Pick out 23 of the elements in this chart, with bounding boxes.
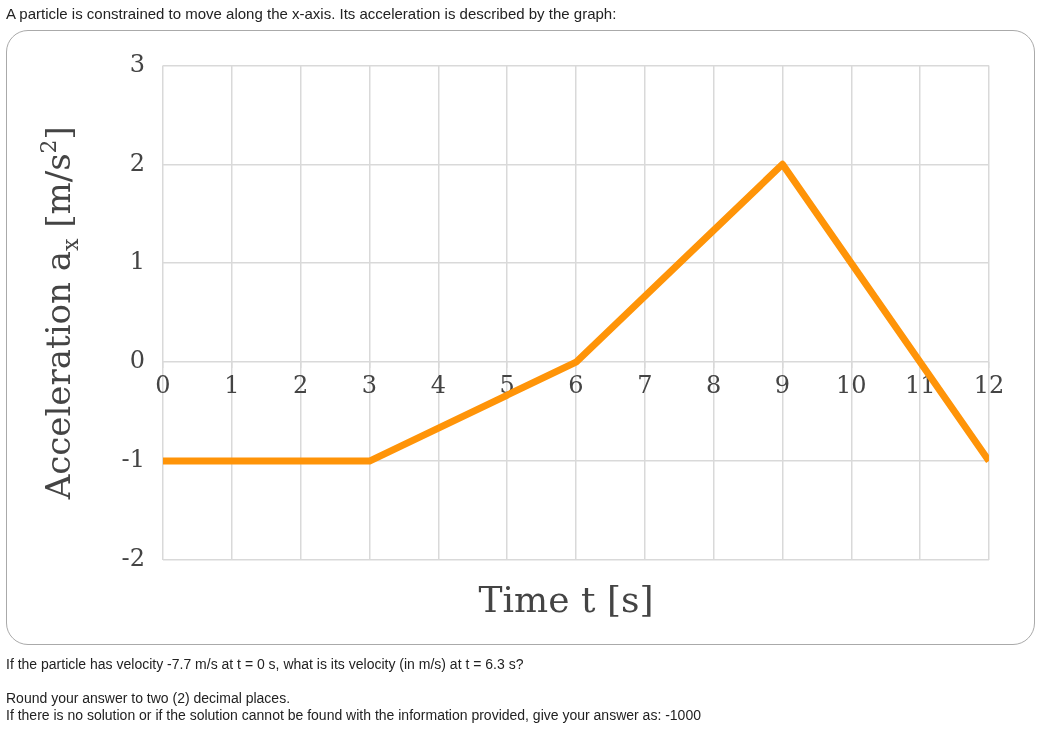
y-axis-title: Acceleration ax [m/s2] [36, 126, 83, 501]
x-tick-label: 10 [836, 370, 867, 399]
x-tick-label: 1 [224, 370, 240, 399]
x-tick-label: 9 [774, 370, 791, 399]
y-tick-label: 0 [129, 346, 145, 375]
text: Round your answer to two (2) decimal places. [6, 690, 292, 707]
text: If there is no solution or if the solution cannot be found with the information provided, give your answer as: -1000 [6, 707, 701, 724]
x-tick-label: 2 [293, 370, 309, 399]
x-tick-label: 3 [361, 370, 378, 399]
x-tick-label: 4 [430, 370, 446, 399]
chart-title: A particle is constrained to move along the x-axis. Its acceleration is described by the graph: [6, 5, 617, 22]
x-tick-label: 8 [706, 370, 722, 399]
y-tick-label: 1 [129, 247, 145, 276]
y-tick-label: 2 [129, 148, 145, 177]
y-tick-label: -1 [121, 445, 145, 474]
y-tick-label: 3 [129, 49, 145, 78]
x-tick-label: 0 [155, 370, 171, 399]
x-axis-title: Time t [s] [478, 579, 654, 620]
x-tick-label: 12 [973, 370, 1005, 399]
y-tick-label: -2 [121, 544, 145, 573]
x-tick-label: 7 [637, 370, 653, 399]
text: If the particle has velocity -7.7 m/s at t = 0 s, what is its velocity (in m/s) at t = 6.3 s? [6, 656, 525, 673]
x-tick-label: 6 [568, 370, 584, 399]
